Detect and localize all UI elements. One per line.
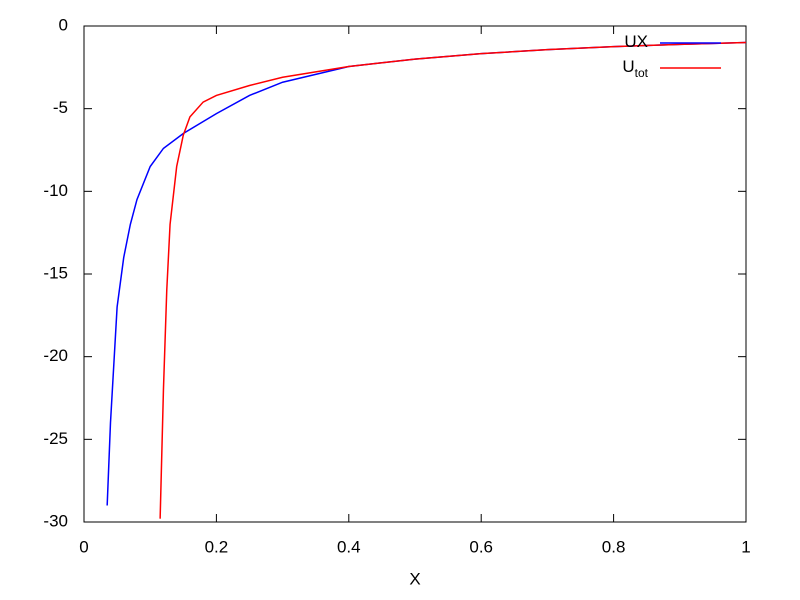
y-tick-label: -5 <box>53 98 68 117</box>
legend-subscript: tot <box>635 66 649 80</box>
y-tick-label: -15 <box>43 263 68 282</box>
data-line <box>106 41 747 506</box>
y-tick-label: -30 <box>43 511 68 530</box>
x-axis-label: X <box>409 569 420 588</box>
legend-text: UX <box>624 32 648 51</box>
x-tick-label: 0 <box>79 537 88 556</box>
legend-label: UX <box>624 32 648 51</box>
x-tick-label: 0.4 <box>337 537 361 556</box>
data-line <box>159 41 747 519</box>
x-tick-label: 0.8 <box>602 537 626 556</box>
y-tick-label: -25 <box>43 429 68 448</box>
x-tick-label: 0.6 <box>469 537 493 556</box>
y-tick-label: 0 <box>59 15 68 34</box>
legend-text: U <box>622 57 634 76</box>
x-tick-label: 1 <box>741 537 750 556</box>
x-tick-label: 0.2 <box>205 537 229 556</box>
y-tick-label: -10 <box>43 181 68 200</box>
plot-frame <box>83 25 747 523</box>
legend-label: Utot <box>622 57 648 80</box>
y-tick-label: -20 <box>43 346 68 365</box>
